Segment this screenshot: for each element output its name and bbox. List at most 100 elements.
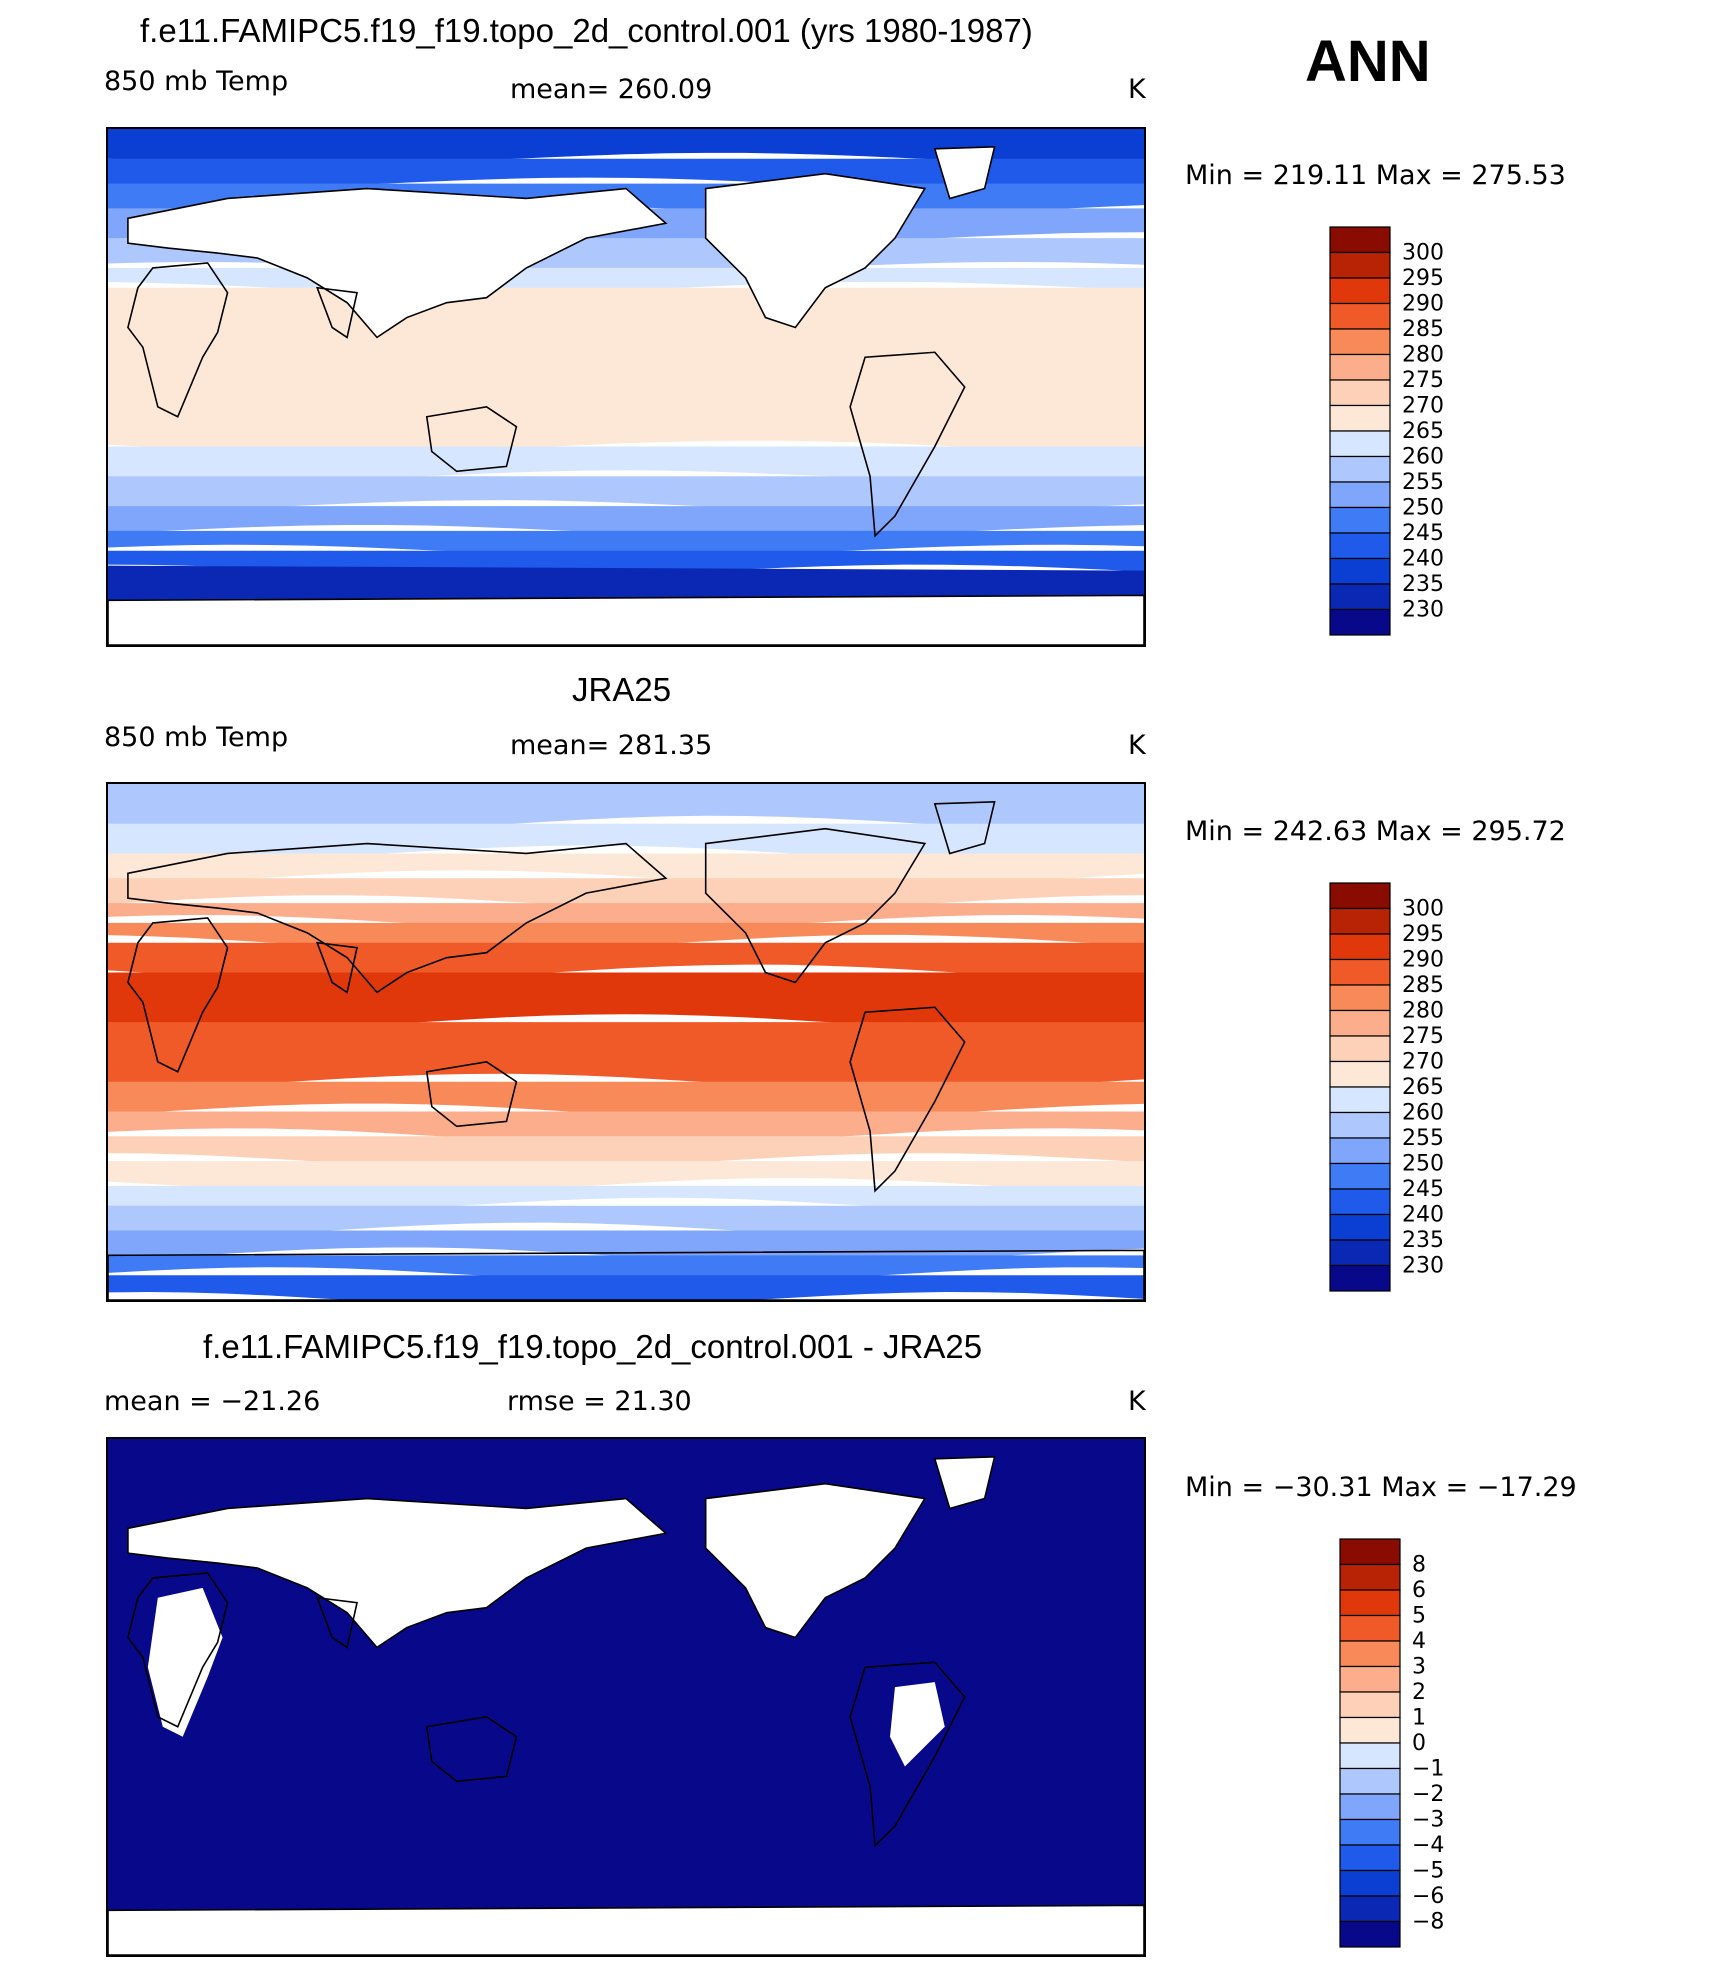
coastline <box>849 1006 966 1193</box>
mean-label: mean = −21.26 <box>104 1386 321 1417</box>
colorbar-tick-label: 6 <box>1412 1578 1426 1603</box>
temperature-band <box>108 942 1144 981</box>
colorbar-swatch <box>1329 302 1391 330</box>
coastline <box>933 801 996 855</box>
colorbar-tick-label: 285 <box>1402 973 1444 998</box>
colorbar-tick-label: 260 <box>1402 1101 1444 1126</box>
colorbar-tick-label: 285 <box>1402 317 1444 342</box>
colorbar-tick-label: 245 <box>1402 1177 1444 1202</box>
temperature-band <box>108 1275 1144 1300</box>
colorbar-tick-label: 1 <box>1412 1706 1426 1731</box>
colorbar-swatch <box>1339 1767 1401 1795</box>
coastline <box>849 351 966 538</box>
temperature-band <box>108 903 1144 931</box>
colorbar-tick-label: 290 <box>1402 292 1444 317</box>
colorbar-swatch <box>1329 277 1391 305</box>
colorbar-swatch <box>1329 353 1391 381</box>
colorbar-swatch <box>1329 226 1391 254</box>
colorbar-tick-label: 300 <box>1402 897 1444 922</box>
colorbar-swatch <box>1329 907 1391 935</box>
colorbar-swatch <box>1339 1895 1401 1923</box>
temperature-band <box>108 972 1144 1031</box>
coastline <box>127 262 229 418</box>
colorbar-swatch <box>1329 1162 1391 1190</box>
colorbar-tick-label: 240 <box>1402 1203 1444 1228</box>
colorbar-tick-label: 245 <box>1402 521 1444 546</box>
colorbar-swatch <box>1329 532 1391 560</box>
colorbar-swatch <box>1329 1086 1391 1114</box>
colorbar-swatch <box>1339 1589 1401 1617</box>
colorbar-swatch <box>1329 506 1391 534</box>
colorbar-swatch <box>1329 1060 1391 1088</box>
masked-land <box>108 595 1144 645</box>
colorbar-swatch <box>1339 1818 1401 1846</box>
colorbar-tick-label: 290 <box>1402 948 1444 973</box>
coastline <box>315 286 359 339</box>
colorbar-tick-label: 300 <box>1402 241 1444 266</box>
temperature-band <box>108 129 1144 165</box>
colorbar-tick-label: 280 <box>1402 999 1444 1024</box>
colorbar-swatch <box>1329 404 1391 432</box>
rmse-label: rmse = 21.30 <box>507 1386 692 1417</box>
temperature-band <box>108 1022 1144 1090</box>
coastline <box>108 594 1144 645</box>
colorbar-tick-label: 240 <box>1402 547 1444 572</box>
temperature-band <box>108 784 1144 832</box>
temperature-band <box>108 530 1144 557</box>
panel-title: f.e11.FAMIPC5.f19_f19.topo_2d_control.00… <box>140 12 1033 49</box>
mean-label: mean= 281.35 <box>510 730 713 761</box>
units-label: K <box>1128 1386 1146 1417</box>
colorbar-tick-label: 295 <box>1402 922 1444 947</box>
masked-land <box>934 1456 995 1509</box>
colorbar-swatch <box>1329 583 1391 611</box>
colorbar-swatch <box>1329 251 1391 279</box>
colorbar-swatch <box>1329 481 1391 509</box>
coastline <box>425 1061 518 1128</box>
coastline <box>704 172 927 329</box>
colorbar-tick-label: −6 <box>1412 1884 1444 1909</box>
masked-land <box>108 1905 1144 1955</box>
coastline <box>127 187 668 339</box>
map-obs <box>106 782 1146 1302</box>
units-label: K <box>1128 74 1146 105</box>
colorbar-swatch <box>1329 379 1391 407</box>
coastline <box>933 146 996 200</box>
colorbar-swatch <box>1329 1111 1391 1139</box>
coastline <box>127 842 668 994</box>
colorbar-model: 300 295 290 285 280 275 270 265 260 255 250 245 240 2… <box>1320 226 1520 646</box>
colorbar-obs: 300 295 290 285 280 275 270 265 260 255 250 245 240 2… <box>1320 882 1520 1302</box>
colorbar-swatch <box>1329 1035 1391 1063</box>
colorbar-tick-label: 270 <box>1402 1050 1444 1075</box>
colorbar-tick-label: −5 <box>1412 1859 1444 1884</box>
masked-land <box>147 1587 223 1737</box>
coastline <box>315 941 359 994</box>
colorbar-swatch <box>1339 1844 1401 1872</box>
masked-land <box>705 1483 925 1638</box>
colorbar-tick-label: 235 <box>1402 572 1444 597</box>
colorbar-tick-label: −2 <box>1412 1782 1444 1807</box>
colorbar-swatch <box>1329 608 1391 636</box>
colorbar-tick-label: 0 <box>1412 1731 1426 1756</box>
coastline <box>704 1482 927 1639</box>
coastline <box>933 1456 996 1510</box>
colorbar-swatch <box>1339 1793 1401 1821</box>
colorbar-swatch <box>1329 984 1391 1012</box>
colorbar-tick-label: 230 <box>1402 1254 1444 1279</box>
colorbar-swatch <box>1329 933 1391 961</box>
minmax-label: Min = 242.63 Max = 295.72 <box>1185 816 1566 847</box>
colorbar-swatch <box>1339 1614 1401 1642</box>
colorbar-tick-label: 275 <box>1402 368 1444 393</box>
colorbar-tick-label: 260 <box>1402 445 1444 470</box>
field-label: 850 mb Temp <box>104 66 289 97</box>
colorbar-tick-label: 275 <box>1402 1024 1444 1049</box>
colorbar-swatch <box>1339 1563 1401 1591</box>
coastline <box>127 917 229 1073</box>
map-diff <box>106 1437 1146 1957</box>
minmax-label: Min = 219.11 Max = 275.53 <box>1185 160 1566 191</box>
colorbar-tick-label: −8 <box>1412 1910 1444 1935</box>
temperature-band <box>108 1136 1144 1170</box>
colorbar-swatch <box>1329 1213 1391 1241</box>
colorbar-swatch <box>1329 557 1391 585</box>
colorbar-swatch <box>1329 1264 1391 1292</box>
masked-land <box>705 173 925 328</box>
